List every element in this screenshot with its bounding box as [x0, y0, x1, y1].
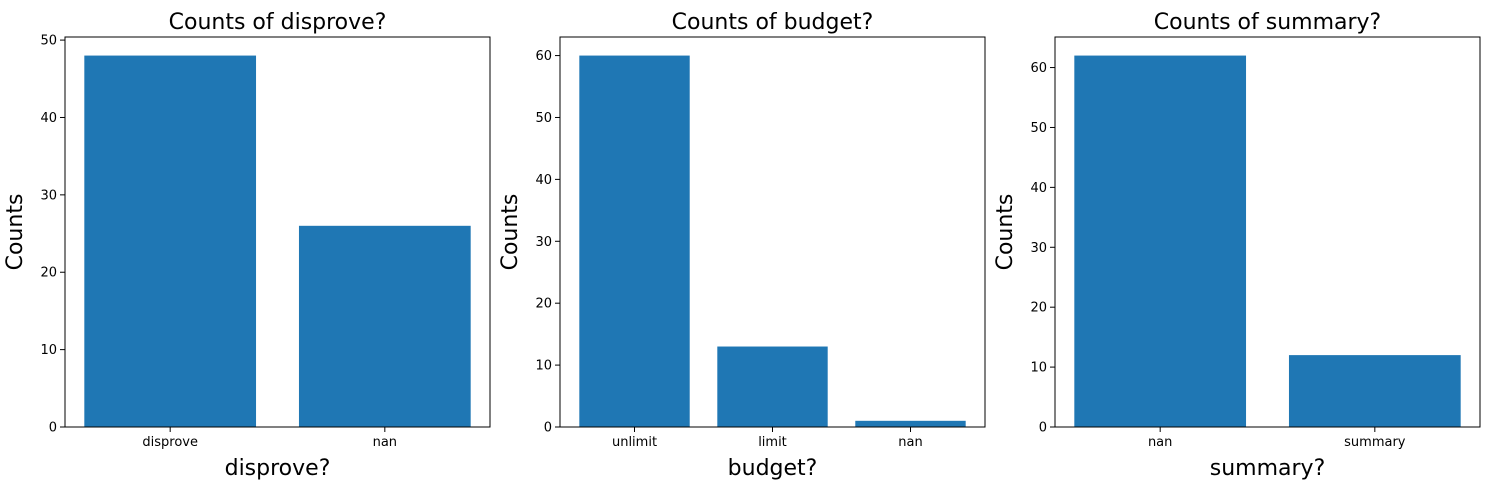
bar-disprove — [84, 55, 257, 427]
x-tick-label: unlimit — [612, 435, 657, 450]
chart-title: Counts of disprove? — [169, 10, 387, 35]
chart-panel-1: 0 10 20 30 40 50 disprove nan Counts of disprove… — [3, 10, 491, 481]
x-axis-label: disprove? — [225, 456, 331, 481]
x-tick-label: disprove — [142, 435, 198, 450]
y-tick-label: 60 — [535, 49, 552, 64]
y-tick-label: 30 — [40, 188, 57, 203]
y-axis-label: Counts — [3, 194, 28, 271]
y-tick-label: 40 — [1030, 181, 1047, 196]
y-axis-label: Counts — [498, 194, 523, 271]
x-tick-label: limit — [758, 435, 787, 450]
chart-title: Counts of summary? — [1154, 10, 1381, 35]
plot-frame — [1054, 36, 1481, 428]
y-tick-label: 0 — [544, 421, 552, 436]
y-axis-label: Counts — [993, 194, 1018, 271]
y-tick-label: 10 — [1030, 361, 1047, 376]
x-tick-label: nan — [373, 435, 397, 450]
y-tick-label: 0 — [1039, 421, 1047, 436]
y-tick-label: 50 — [1030, 121, 1047, 136]
x-tick-label: summary — [1344, 435, 1406, 450]
x-axis-label: summary? — [1210, 456, 1326, 481]
y-tick-label: 10 — [40, 343, 57, 358]
x-tick-label: nan — [898, 435, 922, 450]
y-tick-label: 20 — [535, 297, 552, 312]
bar-limit — [717, 346, 828, 427]
x-tick-label: nan — [1148, 435, 1172, 450]
y-tick-label: 30 — [535, 235, 552, 250]
bar-summary — [1288, 355, 1461, 427]
y-tick-label: 20 — [40, 266, 57, 281]
bar-unlimit — [579, 55, 690, 427]
y-tick-label: 50 — [535, 111, 552, 126]
y-tick-label: 0 — [49, 421, 57, 436]
chart-title: Counts of budget? — [672, 10, 874, 35]
plot-frame — [64, 36, 491, 428]
y-tick-label: 40 — [535, 173, 552, 188]
y-tick-label: 40 — [40, 111, 57, 126]
x-axis-label: budget? — [728, 456, 818, 481]
y-tick-label: 10 — [535, 359, 552, 374]
y-tick-label: 20 — [1030, 301, 1047, 316]
bar-nan — [298, 225, 471, 427]
y-tick-label: 30 — [1030, 241, 1047, 256]
bar-nan — [855, 420, 966, 427]
bar-nan — [1074, 55, 1247, 427]
y-tick-label: 60 — [1030, 61, 1047, 76]
chart-panel-3: 0 10 20 30 40 50 60 nan summary Counts of summary… — [993, 10, 1481, 481]
chart-panel-2: 0 10 20 30 40 50 60 unlimit limit nan Counts of bu… — [498, 10, 986, 481]
y-tick-label: 50 — [40, 34, 57, 49]
